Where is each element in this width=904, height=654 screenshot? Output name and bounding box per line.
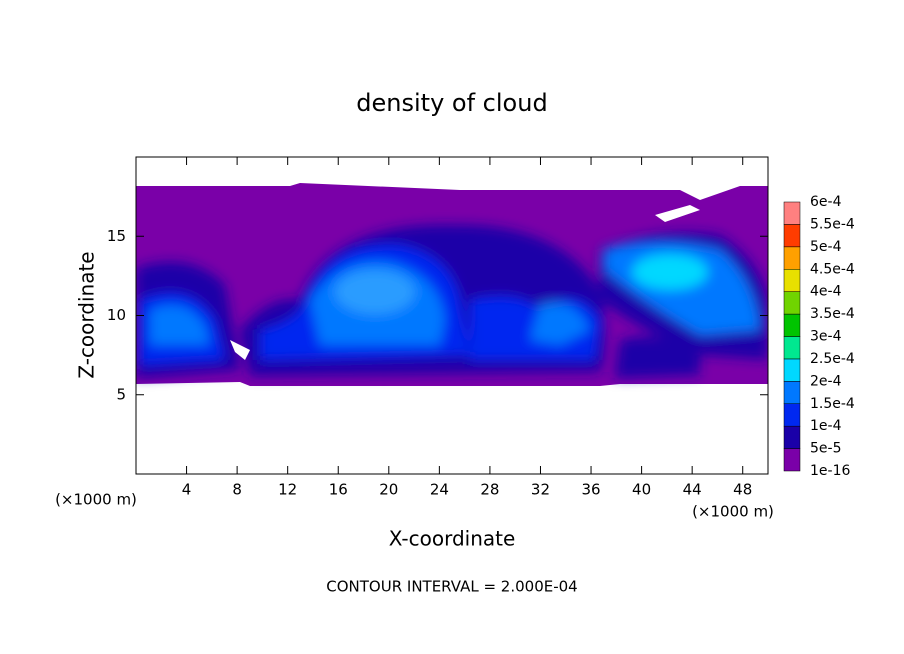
colorbar-segment — [783, 291, 801, 315]
colorbar-segment — [783, 224, 801, 248]
field-layers — [136, 224, 768, 378]
y-tick-label: 15 — [107, 227, 126, 245]
colorbar-label: 5e-5 — [810, 441, 841, 457]
colorbar-label: 1.5e-4 — [810, 396, 855, 412]
colorbar-segment — [783, 403, 801, 427]
x-tick-label: 40 — [632, 481, 651, 499]
y-tick-label: 10 — [107, 306, 126, 324]
cloud-field — [136, 183, 768, 386]
x-tick-label: 8 — [232, 481, 242, 499]
colorbar-segment — [783, 313, 801, 337]
colorbar-segment — [783, 381, 801, 405]
y-tick-label: 5 — [116, 385, 126, 403]
colorbar-label: 4.5e-4 — [810, 261, 855, 277]
contour-note: CONTOUR INTERVAL = 2.000E-04 — [326, 578, 577, 596]
x-tick-label: 28 — [480, 481, 499, 499]
colorbar-label: 2e-4 — [810, 373, 842, 389]
x-tick-label: 4 — [182, 481, 192, 499]
colorbar-label: 6e-4 — [810, 194, 842, 210]
x-tick-label: 44 — [683, 481, 702, 499]
x-tick-label: 16 — [329, 481, 348, 499]
x-unit-label: (×1000 m) — [692, 503, 774, 521]
x-tick-label: 20 — [379, 481, 398, 499]
colorbar-label: 3e-4 — [810, 329, 842, 345]
x-tick-label: 12 — [278, 481, 297, 499]
colorbar-segment — [783, 448, 801, 472]
colorbar-label: 2.5e-4 — [810, 351, 855, 367]
colorbar-segment — [783, 425, 801, 449]
x-tick-label: 48 — [733, 481, 752, 499]
field-gap — [655, 205, 700, 222]
y-axis-label: Z-coordinate — [75, 251, 99, 378]
x-tick-label: 32 — [531, 481, 550, 499]
colorbar-segment — [783, 201, 801, 225]
colorbar-segment — [783, 358, 801, 382]
colorbar-segment — [783, 336, 801, 360]
colorbar-label: 1e-16 — [810, 463, 850, 479]
x-tick-label: 24 — [430, 481, 449, 499]
colorbar-label: 1e-4 — [810, 418, 842, 434]
field-gap — [230, 340, 250, 360]
y-unit-label: (×1000 m) — [55, 491, 137, 509]
colorbar-segment — [783, 269, 801, 292]
chart-title: density of cloud — [356, 89, 547, 117]
colorbar-label: 3.5e-4 — [810, 306, 855, 322]
colorbar-label: 5e-4 — [810, 239, 842, 255]
colorbar-label: 5.5e-4 — [810, 216, 855, 232]
x-axis-label: X-coordinate — [389, 527, 516, 551]
colorbar-label: 4e-4 — [810, 284, 842, 300]
colorbar-segment — [783, 246, 801, 270]
x-tick-label: 36 — [581, 481, 600, 499]
